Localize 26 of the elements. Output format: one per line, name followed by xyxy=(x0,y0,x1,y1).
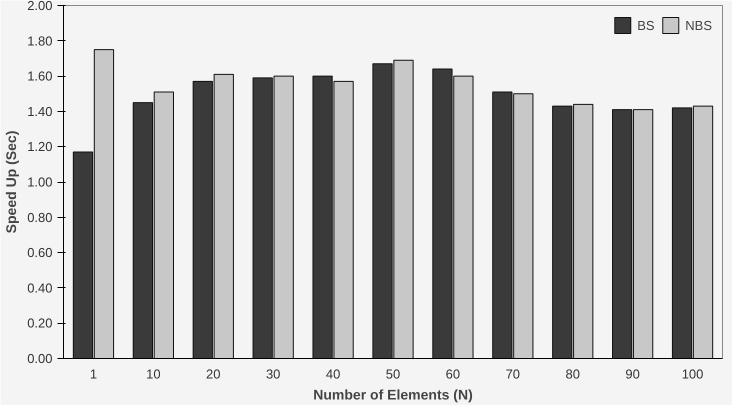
y-tick-label: 2.00 xyxy=(27,0,53,13)
x-tick-label: 90 xyxy=(625,366,640,382)
x-tick-label: 50 xyxy=(386,366,400,382)
y-tick-label: 0.20 xyxy=(27,316,53,331)
y-tick-label: 0.80 xyxy=(27,210,53,225)
y-tick-label: 0.00 xyxy=(27,351,53,366)
x-tick-label: 70 xyxy=(506,366,520,382)
x-tick-label: 100 xyxy=(682,366,704,382)
x-tick-label: 10 xyxy=(146,366,161,382)
x-tick-label: 20 xyxy=(206,366,221,382)
y-tick-label: 1.80 xyxy=(27,33,53,48)
y-tick-label: 1.00 xyxy=(27,174,53,190)
x-tick-label: 30 xyxy=(266,366,280,382)
x-axis-title: Number of Elements (N) xyxy=(313,386,473,402)
y-tick-label: 0.60 xyxy=(27,245,53,260)
y-tick-label: 1.60 xyxy=(27,68,53,84)
x-tick-label: 40 xyxy=(326,366,340,382)
y-tick-label: 1.40 xyxy=(27,104,53,119)
y-tick-label: 0.40 xyxy=(27,280,53,296)
y-tick-label: 1.20 xyxy=(27,139,53,154)
legend-label: NBS xyxy=(685,18,712,32)
y-axis-title: Speed Up (Sec) xyxy=(3,130,20,234)
x-tick-label: 80 xyxy=(565,366,580,382)
x-tick-label: 1 xyxy=(90,366,98,382)
legend-label: BS xyxy=(637,18,656,32)
x-tick-label: 60 xyxy=(446,366,460,382)
